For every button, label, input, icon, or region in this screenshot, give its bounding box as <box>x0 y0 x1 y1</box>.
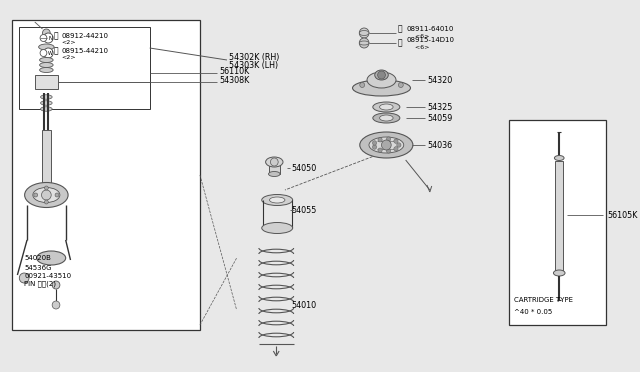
Text: 54320: 54320 <box>427 76 452 84</box>
Bar <box>35 75 58 89</box>
Bar <box>269 162 280 174</box>
Circle shape <box>360 83 365 87</box>
Bar <box>12 20 200 330</box>
Text: 08915-44210: 08915-44210 <box>62 48 109 54</box>
Circle shape <box>44 186 48 190</box>
Text: <2>: <2> <box>62 39 76 45</box>
Text: 00921-43510: 00921-43510 <box>24 273 71 279</box>
Ellipse shape <box>40 67 53 73</box>
Text: 54303K (LH): 54303K (LH) <box>229 61 278 70</box>
Bar <box>509 120 605 325</box>
Text: 08915-14D10: 08915-14D10 <box>406 37 454 43</box>
Text: 56105K: 56105K <box>607 211 638 219</box>
Text: W: W <box>48 51 52 55</box>
Circle shape <box>387 137 390 141</box>
Ellipse shape <box>262 222 292 234</box>
Circle shape <box>359 28 369 38</box>
Ellipse shape <box>262 195 292 205</box>
Circle shape <box>52 281 60 289</box>
Ellipse shape <box>266 157 283 167</box>
Ellipse shape <box>40 101 52 105</box>
Bar <box>556 161 563 271</box>
Ellipse shape <box>359 31 369 35</box>
Text: 08912-44210: 08912-44210 <box>62 33 109 39</box>
Circle shape <box>44 200 48 204</box>
Text: Ⓝ: Ⓝ <box>54 32 59 41</box>
Ellipse shape <box>40 58 53 62</box>
Ellipse shape <box>353 80 410 96</box>
Circle shape <box>19 273 29 283</box>
Circle shape <box>40 35 47 42</box>
Text: 08911-64010: 08911-64010 <box>406 26 454 32</box>
Ellipse shape <box>40 107 52 111</box>
Circle shape <box>44 33 53 43</box>
Text: Ⓝ: Ⓝ <box>398 25 403 33</box>
Text: <6>: <6> <box>406 45 429 49</box>
Circle shape <box>55 193 59 197</box>
Text: ^40 * 0.05: ^40 * 0.05 <box>514 309 552 315</box>
Ellipse shape <box>38 44 54 50</box>
Circle shape <box>397 143 401 147</box>
Ellipse shape <box>40 62 53 67</box>
Circle shape <box>378 71 385 79</box>
Ellipse shape <box>375 70 388 80</box>
Ellipse shape <box>269 171 280 176</box>
Circle shape <box>42 190 51 200</box>
Circle shape <box>394 139 398 143</box>
Ellipse shape <box>33 187 60 202</box>
Ellipse shape <box>554 155 564 160</box>
Ellipse shape <box>269 197 285 203</box>
Text: 54020B: 54020B <box>24 255 51 261</box>
Ellipse shape <box>373 102 400 112</box>
Ellipse shape <box>359 41 369 45</box>
Circle shape <box>381 140 391 150</box>
Circle shape <box>387 149 390 153</box>
Circle shape <box>394 147 398 151</box>
Circle shape <box>399 83 403 87</box>
Circle shape <box>42 29 50 37</box>
Text: 54059: 54059 <box>427 113 452 122</box>
Ellipse shape <box>367 72 396 88</box>
Ellipse shape <box>24 183 68 208</box>
Text: 56110K: 56110K <box>220 67 250 76</box>
Text: CARTRIDGE TYPE: CARTRIDGE TYPE <box>514 297 573 303</box>
Circle shape <box>271 158 278 166</box>
Text: Ⓦ: Ⓦ <box>398 38 403 48</box>
Circle shape <box>372 145 377 149</box>
Ellipse shape <box>369 137 404 153</box>
Circle shape <box>34 193 38 197</box>
Ellipse shape <box>373 113 400 123</box>
Ellipse shape <box>380 115 393 121</box>
Text: 54055: 54055 <box>292 205 317 215</box>
Text: 54010: 54010 <box>292 301 317 311</box>
Text: 54302K (RH): 54302K (RH) <box>229 52 279 61</box>
Ellipse shape <box>554 270 565 276</box>
Text: <6>: <6> <box>406 33 429 38</box>
Text: 54308K: 54308K <box>220 76 250 84</box>
Circle shape <box>359 38 369 48</box>
Text: 54050: 54050 <box>292 164 317 173</box>
Text: <2>: <2> <box>62 55 76 60</box>
Text: 54036: 54036 <box>427 141 452 150</box>
Text: 54536G: 54536G <box>24 265 52 271</box>
Ellipse shape <box>36 251 66 265</box>
Circle shape <box>40 49 47 57</box>
Circle shape <box>44 48 53 58</box>
Text: PIN ピン(2): PIN ピン(2) <box>24 281 56 287</box>
Circle shape <box>378 138 382 142</box>
Ellipse shape <box>40 95 52 99</box>
Bar <box>19 27 150 109</box>
Text: N: N <box>48 35 52 41</box>
Ellipse shape <box>380 104 393 110</box>
Circle shape <box>52 301 60 309</box>
Bar <box>42 130 51 185</box>
Circle shape <box>379 83 384 87</box>
Circle shape <box>372 141 377 145</box>
Text: 54325: 54325 <box>427 103 452 112</box>
Circle shape <box>378 148 382 153</box>
Ellipse shape <box>360 132 413 158</box>
Text: Ⓦ: Ⓦ <box>54 46 59 55</box>
